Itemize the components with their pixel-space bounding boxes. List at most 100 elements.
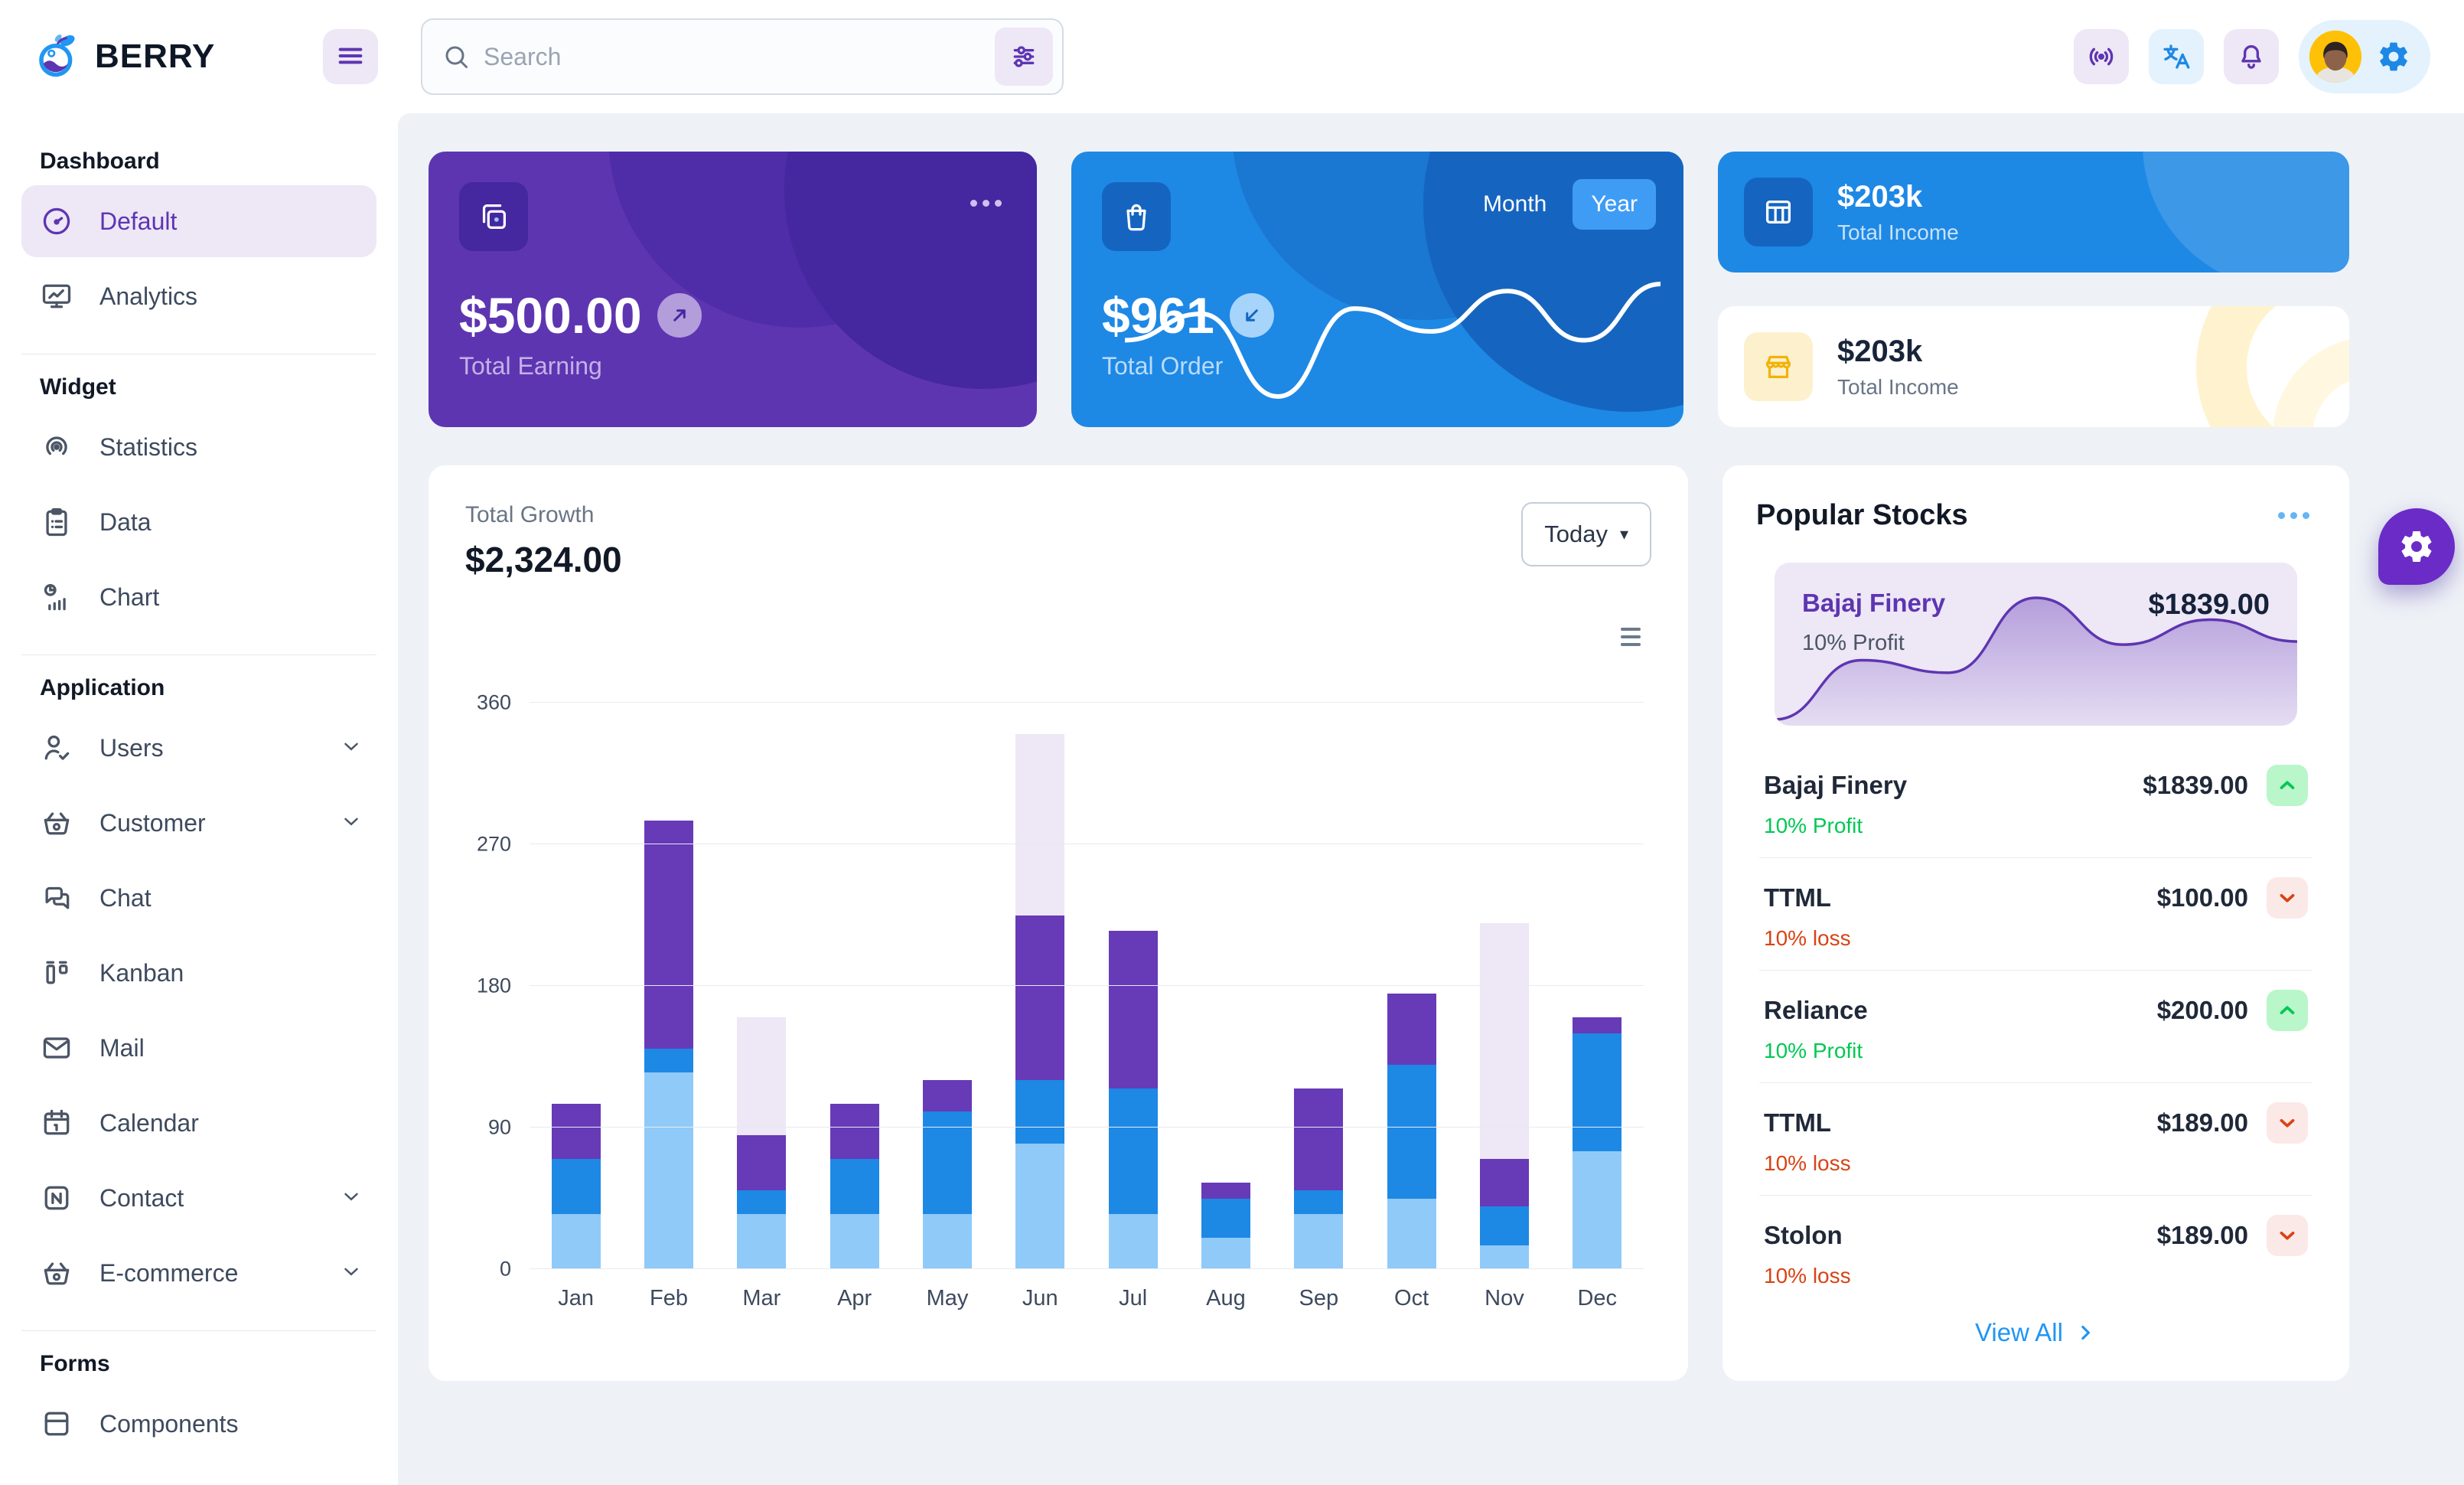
search-filter-button[interactable] <box>995 28 1053 86</box>
sidebar-item-ecommerce[interactable]: E-commerce <box>21 1237 376 1309</box>
chevron-up-badge-icon <box>2267 765 2308 806</box>
sidebar-item-label: Users <box>99 733 164 762</box>
growth-range-select[interactable]: Today ▾ <box>1521 502 1651 566</box>
sidebar-item-data[interactable]: Data <box>21 486 376 558</box>
sidebar-item-chat[interactable]: Chat <box>21 862 376 934</box>
chevron-right-icon <box>2074 1321 2097 1344</box>
featured-stock-area-chart <box>1775 596 2297 726</box>
filter-sliders-icon <box>1009 41 1039 72</box>
search-bar <box>421 18 1064 95</box>
toggle-month-button[interactable]: Month <box>1482 191 1547 217</box>
stock-name: Bajaj Finery <box>1764 771 1908 799</box>
sidebar-item-contact[interactable]: Contact <box>21 1162 376 1234</box>
sidebar-item-users[interactable]: Users <box>21 712 376 784</box>
stock-change: 10% Profit <box>1764 1039 1863 1062</box>
chart-menu-icon[interactable] <box>1621 628 1641 646</box>
featured-stock-card: Bajaj Finery $1839.00 10% Profit <box>1775 563 2297 726</box>
header-actions <box>2074 20 2430 93</box>
stock-price: $1839.00 <box>2143 771 2248 799</box>
section-title-forms: Forms <box>40 1351 110 1376</box>
sidebar-item-statistics[interactable]: Statistics <box>21 411 376 483</box>
sidebar-item-label: Statistics <box>99 432 198 461</box>
chat-icon <box>40 881 77 915</box>
featured-stock-name: Bajaj Finery <box>1802 589 1946 617</box>
sidebar: Dashboard Default Analytics Widget Sta <box>0 113 398 1485</box>
stock-name: Stolon <box>1764 1221 1843 1249</box>
stock-list: Bajaj Finery $1839.00 10% Profit TTML $1… <box>1756 746 2316 1307</box>
arrow-down-left-icon <box>1229 293 1274 338</box>
profile-menu[interactable] <box>2299 20 2430 93</box>
basket-icon <box>40 806 77 840</box>
stock-price: $189.00 <box>2156 1221 2248 1249</box>
sidebar-divider <box>21 1330 376 1331</box>
logo[interactable]: BERRY <box>34 31 323 83</box>
arrow-up-right-icon <box>657 293 702 338</box>
logo-text: BERRY <box>95 38 216 75</box>
nfc-icon <box>40 1181 77 1215</box>
calendar-icon <box>40 1106 77 1140</box>
main-content: $500.00 Total Earning Month <box>398 113 2464 1485</box>
stock-change: 10% loss <box>1764 1151 1851 1175</box>
income-cards-column: $203k Total Income $203k Total Income <box>1718 152 2349 427</box>
sidebar-item-kanban[interactable]: Kanban <box>21 937 376 1009</box>
bar-dec <box>1573 1017 1622 1269</box>
total-order-value: $961 <box>1102 287 1214 344</box>
cards-icon <box>459 182 528 251</box>
sidebar-item-analytics[interactable]: Analytics <box>21 260 376 332</box>
total-earning-value: $500.00 <box>459 287 642 344</box>
decor-ring <box>2196 306 2349 427</box>
order-range-toggle: Month Year <box>1465 179 1656 230</box>
income-white-value: $203k <box>1837 334 1923 368</box>
sidebar-item-customer[interactable]: Customer <box>21 787 376 859</box>
growth-label: Total Growth <box>465 502 595 527</box>
bar-oct <box>1387 994 1436 1269</box>
chevron-down-badge-icon <box>2267 1215 2308 1256</box>
total-order-label: Total Order <box>1102 352 1224 380</box>
components-icon <box>40 1407 77 1441</box>
stock-row: TTML $189.00 10% loss <box>1759 1083 2312 1196</box>
sidebar-item-default[interactable]: Default <box>21 185 376 257</box>
kanban-icon <box>40 956 77 990</box>
sidebar-item-chart[interactable]: Chart <box>21 561 376 633</box>
translate-button[interactable] <box>2149 29 2204 84</box>
stocks-menu-button[interactable] <box>2272 506 2316 525</box>
sidebar-item-label: Chart <box>99 583 160 611</box>
notifications-button[interactable] <box>2224 29 2279 84</box>
income-blue-label: Total Income <box>1837 220 1959 244</box>
income-white-label: Total Income <box>1837 374 1959 399</box>
stock-row: Stolon $189.00 10% loss <box>1759 1196 2312 1307</box>
sidebar-item-label: Default <box>99 207 178 235</box>
table-icon <box>1744 178 1813 246</box>
gauge-icon <box>40 204 77 238</box>
pie-bars-icon <box>40 580 77 614</box>
section-title-dashboard: Dashboard <box>40 148 160 174</box>
menu-toggle-button[interactable] <box>323 29 378 84</box>
stock-price: $200.00 <box>2156 996 2248 1024</box>
chevron-up-badge-icon <box>2267 990 2308 1031</box>
sidebar-item-mail[interactable]: Mail <box>21 1012 376 1084</box>
featured-stock-price: $1839.00 <box>2148 589 2270 621</box>
sidebar-item-label: Components <box>99 1409 239 1438</box>
user-check-icon <box>40 731 77 765</box>
bar-apr <box>829 1104 879 1269</box>
view-all-link[interactable]: View All <box>1756 1307 2316 1350</box>
berry-logo-icon <box>34 31 81 83</box>
growth-bars <box>530 703 1644 1269</box>
customize-settings-button[interactable] <box>2378 508 2455 585</box>
earning-card-menu-button[interactable] <box>962 179 1009 227</box>
chevron-down-icon <box>340 735 363 762</box>
toggle-year-button[interactable]: Year <box>1573 179 1656 230</box>
bar-aug <box>1201 1182 1250 1269</box>
sidebar-item-calendar[interactable]: Calendar <box>21 1087 376 1159</box>
sidebar-item-components[interactable]: Components <box>21 1388 376 1460</box>
sidebar-item-label: Kanban <box>99 958 184 987</box>
broadcast-button[interactable] <box>2074 29 2129 84</box>
growth-x-axis: Jan Feb Mar Apr May Jun Jul Aug Sep Oct Nov Dec <box>558 1286 1618 1310</box>
storefront-icon <box>1744 332 1813 401</box>
search-input[interactable] <box>484 42 995 71</box>
decor-circle <box>2143 152 2349 273</box>
radar-chart-icon <box>40 430 77 464</box>
chevron-down-badge-icon <box>2267 1102 2308 1144</box>
stock-name: TTML <box>1764 883 1831 912</box>
stock-row: TTML $100.00 10% loss <box>1759 858 2312 971</box>
